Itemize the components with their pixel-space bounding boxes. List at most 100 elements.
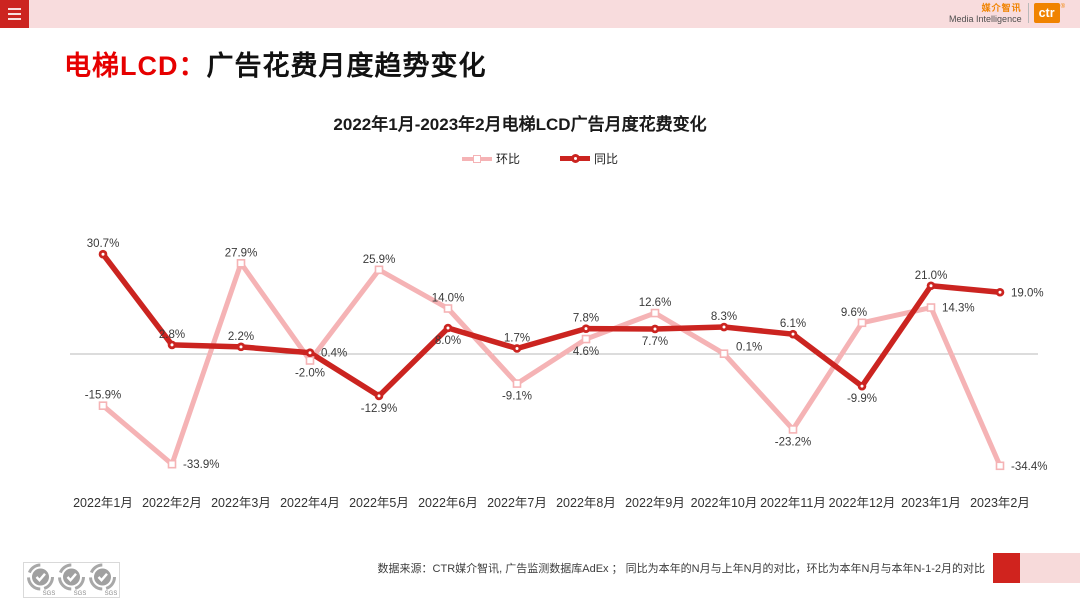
mom-data-marker (305, 356, 315, 365)
x-axis-label: 2022年12月 (829, 496, 896, 510)
legend-item-yoy[interactable]: 同比 (560, 150, 618, 167)
chart-legend: 环比 同比 (0, 150, 1080, 167)
x-axis-label: 2022年8月 (556, 496, 616, 510)
data-label: 0.4% (321, 348, 347, 360)
mom-data-marker (719, 349, 729, 358)
footer-pink-square (1020, 553, 1080, 583)
x-axis-label: 2022年6月 (418, 496, 478, 510)
mom-data-marker (98, 401, 108, 410)
yoy-data-marker-center (446, 326, 450, 330)
yoy-data-marker-center (791, 332, 795, 336)
data-label: -12.9% (361, 403, 397, 415)
x-axis-label: 2022年3月 (211, 496, 271, 510)
brand-divider (1027, 3, 1029, 23)
menu-button[interactable] (0, 0, 29, 28)
data-label: 27.9% (225, 247, 258, 259)
yoy-data-marker-center (170, 343, 174, 347)
data-label: 25.9% (363, 254, 396, 266)
sgs-label: SGS (105, 591, 117, 597)
data-label: 2.2% (228, 331, 254, 343)
mom-series-line (100, 260, 1003, 469)
yoy-data-marker-center (722, 325, 726, 329)
data-source-note: 数据来源：CTR媒介智讯, 广告监测数据库AdEx ； 同比为本年的N月与上年N… (377, 563, 985, 575)
legend-item-mom[interactable]: 环比 (461, 150, 520, 167)
data-label: 2.8% (159, 329, 185, 341)
data-label: 8.0% (435, 335, 461, 347)
x-axis-label: 2023年2月 (970, 496, 1030, 510)
hamburger-icon (8, 18, 21, 20)
yoy-data-marker-center (308, 351, 312, 355)
data-label: 0.1% (736, 342, 762, 354)
mom-data-marker (236, 259, 246, 268)
data-label: 12.6% (639, 297, 672, 309)
page-title-rest: 广告花费月度趋势变化 (206, 51, 487, 81)
page-title: 电梯LCD：广告花费月度趋势变化 (64, 44, 487, 83)
x-axis-label: 2022年10月 (691, 496, 758, 510)
data-label: -34.4% (1011, 461, 1047, 473)
data-label: 19.0% (1011, 287, 1044, 299)
data-label: 21.0% (915, 270, 948, 282)
circle-marker-icon (571, 154, 580, 163)
yoy-line-swatch (560, 154, 590, 163)
mom-data-marker (995, 461, 1005, 471)
mom-data-marker (512, 379, 522, 388)
brand-name-cn: 媒介智讯 (981, 3, 1022, 14)
brand-logo: 媒介智讯 Media Intelligence ctr ® (949, 3, 1065, 24)
brand-text: 媒介智讯 Media Intelligence (949, 3, 1022, 24)
yoy-data-marker-center (377, 394, 381, 398)
data-label: -15.9% (85, 390, 121, 402)
sgs-certification-badges: SGS SGS SGS (23, 562, 120, 598)
legend-label-yoy: 同比 (594, 152, 619, 166)
yoy-data-marker-center (653, 327, 657, 331)
data-label: 9.6% (841, 307, 867, 319)
yoy-data-marker-center (929, 284, 933, 288)
mom-data-marker (857, 318, 867, 328)
x-axis-label: 2022年4月 (280, 496, 340, 510)
data-label: 30.7% (87, 238, 120, 250)
registered-trademark-icon: ® (1060, 4, 1065, 10)
x-axis-label: 2022年11月 (760, 496, 826, 510)
sgs-badge-icon: SGS (27, 563, 55, 597)
x-axis-label: 2022年7月 (487, 496, 547, 510)
data-label: 14.0% (432, 293, 465, 305)
yoy-series-line (100, 251, 1003, 399)
yoy-data-marker-center (860, 384, 864, 388)
yoy-data-marker-center (998, 290, 1002, 294)
yoy-data-marker-center (101, 252, 105, 256)
yoy-data-marker-center (515, 346, 519, 350)
footer-red-square (993, 553, 1020, 583)
page-title-highlight: 电梯LCD： (64, 51, 207, 81)
ctr-logo: ctr (1033, 3, 1060, 23)
x-axis-label: 2022年2月 (142, 496, 202, 510)
x-axis-label: 2022年1月 (73, 496, 133, 510)
mom-data-marker (926, 303, 936, 312)
mom-line-swatch (461, 154, 492, 163)
x-axis-label: 2022年5月 (349, 496, 409, 510)
mom-data-marker (788, 425, 798, 434)
sgs-badge-icon: SGS (89, 563, 117, 597)
mom-data-marker (443, 304, 453, 313)
data-label: 7.8% (573, 313, 599, 325)
data-label: -9.1% (502, 391, 532, 403)
data-label: 8.3% (711, 311, 737, 323)
legend-label-mom: 环比 (495, 152, 520, 166)
mom-data-marker (374, 265, 384, 275)
data-label: 6.1% (780, 318, 806, 330)
data-label: 4.6% (573, 346, 599, 358)
data-label: 14.3% (942, 303, 975, 315)
data-label: -2.0% (295, 368, 325, 380)
hamburger-icon (8, 8, 21, 10)
mom-data-marker (650, 308, 660, 318)
data-label: -23.2% (775, 436, 811, 448)
mom-data-marker (581, 334, 591, 344)
x-axis-label: 2023年1月 (901, 496, 961, 510)
header-bar (0, 0, 1080, 28)
square-marker-icon (472, 154, 481, 163)
mom-data-marker (167, 459, 177, 469)
data-label: 7.7% (642, 336, 668, 348)
data-label: -9.9% (847, 393, 877, 405)
brand-name-en: Media Intelligence (949, 13, 1022, 24)
chart-title: 2022年1月-2023年2月电梯LCD广告月度花费变化 (333, 115, 707, 134)
data-label: 1.7% (504, 332, 530, 344)
